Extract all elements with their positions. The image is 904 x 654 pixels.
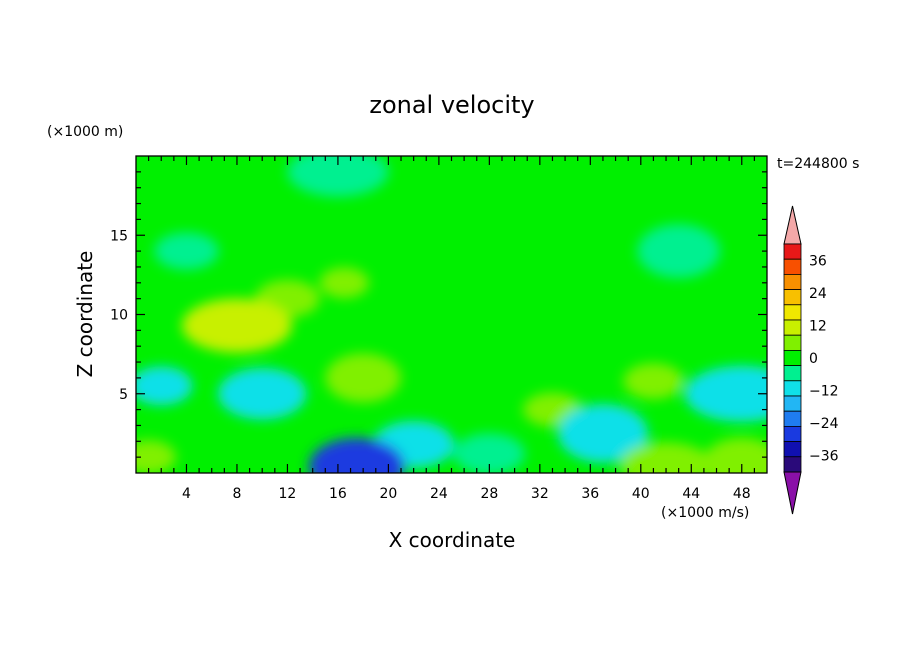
colorbar-tick-label: −12 [809, 384, 839, 400]
field-feature [430, 222, 473, 248]
colorbar-tick-label: −36 [809, 449, 839, 465]
x-tick-label: 44 [682, 486, 700, 502]
x-tick-label: 20 [379, 486, 397, 502]
x-tick-label: 28 [480, 486, 498, 502]
colorbar-tick-label: 36 [809, 253, 827, 269]
colorbar-segment [783, 273, 802, 290]
colorbar-tick-label: 24 [809, 286, 827, 302]
y-tick-label: 10 [110, 308, 128, 324]
colorbar-segment [783, 425, 802, 442]
field-feature [684, 365, 767, 422]
field-feature [453, 433, 526, 473]
field-layer [136, 156, 767, 473]
colorbar-segment [783, 365, 802, 382]
colorbar-tick-label: −24 [809, 416, 839, 432]
chart-title: zonal velocity [369, 91, 534, 119]
y-tick-label: 5 [119, 387, 128, 403]
field-feature [287, 156, 389, 197]
y-axis: 5 10 15 [110, 171, 767, 458]
field-feature [136, 440, 176, 473]
time-label: t=244800 s [777, 156, 859, 172]
colorbar-tick-label: 12 [809, 318, 827, 334]
field-feature [308, 437, 405, 473]
x-axis-label: X coordinate [389, 528, 516, 552]
x-tick-label: 12 [279, 486, 297, 502]
colorbar-segment [783, 319, 802, 336]
x-axis: 4 8 12 16 20 24 28 32 36 40 44 48 [148, 156, 755, 502]
colorbar-segment [783, 243, 802, 260]
x-tick-label: 4 [182, 486, 191, 502]
colorbar-segment [783, 410, 802, 427]
colorbar-under-triangle [783, 471, 802, 515]
field-feature [154, 232, 219, 270]
field-feature [623, 363, 684, 400]
colorbar: 36 24 12 0 −12 −24 −36 [783, 205, 839, 515]
y-unit-note: (×1000 m) [47, 124, 123, 140]
y-axis-label: Z coordinate [73, 251, 97, 378]
colorbar-segment [783, 289, 802, 306]
colorbar-over-triangle [783, 205, 802, 245]
colorbar-segment [783, 334, 802, 351]
colorbar-segment [783, 456, 802, 473]
x-tick-label: 24 [430, 486, 448, 502]
field-feature [218, 368, 307, 420]
colorbar-tick-label: 0 [809, 351, 818, 367]
x-tick-label: 16 [329, 486, 347, 502]
colorbar-segment [783, 258, 802, 275]
x-tick-label: 40 [632, 486, 650, 502]
x-unit-note: (×1000 m/s) [661, 505, 749, 521]
colorbar-segment [783, 441, 802, 458]
field-feature [181, 298, 292, 353]
colorbar-segment [783, 349, 802, 366]
colorbar-segment [783, 304, 802, 321]
colorbar-segment [783, 395, 802, 412]
x-tick-label: 48 [733, 486, 751, 502]
x-tick-label: 32 [531, 486, 549, 502]
colorbar-segment [783, 380, 802, 397]
field-feature [637, 224, 721, 279]
y-tick-label: 15 [110, 228, 128, 244]
field-feature [136, 366, 193, 406]
field-feature [325, 353, 401, 403]
field-feature [557, 404, 648, 463]
field-feature [619, 442, 713, 473]
x-tick-label: 36 [581, 486, 599, 502]
field-feature [319, 267, 369, 299]
field-feature [702, 437, 767, 473]
x-tick-label: 8 [232, 486, 241, 502]
